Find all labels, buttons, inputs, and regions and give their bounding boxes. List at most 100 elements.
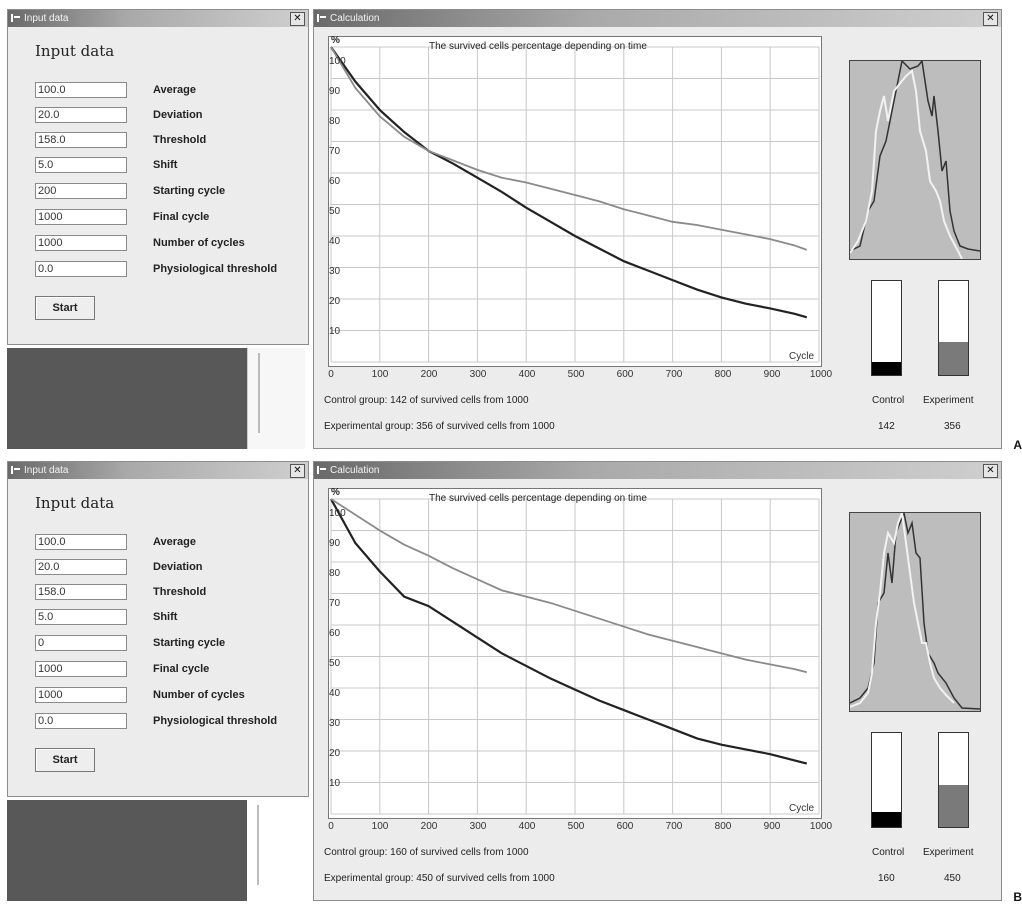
y-tick-label: 50 bbox=[329, 206, 341, 217]
close-icon[interactable]: ✕ bbox=[983, 12, 998, 26]
calc-window-title: Calculation bbox=[330, 465, 380, 476]
starting-cycle-field[interactable]: 0 bbox=[35, 635, 127, 651]
final-cycle-label: Final cycle bbox=[153, 663, 210, 675]
control-summary: Control group: 160 of survived cells fro… bbox=[324, 847, 529, 858]
experiment-bar-fill bbox=[939, 341, 968, 375]
window-menu-icon[interactable] bbox=[11, 14, 22, 22]
calc-window-title: Calculation bbox=[330, 13, 380, 24]
calculation-window: Calculation ✕ % The survived cells perce… bbox=[313, 9, 1002, 449]
average-label: Average bbox=[153, 536, 197, 548]
control-label: Control bbox=[872, 395, 905, 406]
shift-field[interactable]: 5.0 bbox=[35, 157, 127, 173]
panel-a: Input data ✕ Input data 100.0 Average 20… bbox=[0, 0, 1022, 452]
input-data-window: Input data ✕ Input data 100.0 Average 20… bbox=[7, 9, 309, 345]
x-tick-label: 700 bbox=[665, 821, 683, 832]
deviation-field[interactable]: 20.0 bbox=[35, 107, 127, 123]
background-area bbox=[7, 800, 247, 901]
deviation-label: Deviation bbox=[153, 109, 203, 121]
final-cycle-label: Final cycle bbox=[153, 211, 210, 223]
input-window-titlebar[interactable]: Input data ✕ bbox=[8, 462, 308, 479]
threshold-field[interactable]: 158.0 bbox=[35, 132, 127, 148]
x-tick-label: 900 bbox=[763, 369, 781, 380]
window-menu-icon[interactable] bbox=[11, 466, 22, 474]
calc-window-titlebar[interactable]: Calculation ✕ bbox=[314, 462, 1001, 479]
deviation-field[interactable]: 20.0 bbox=[35, 559, 127, 575]
y-tick-label: 10 bbox=[329, 326, 341, 337]
start-button[interactable]: Start bbox=[35, 748, 95, 772]
start-button[interactable]: Start bbox=[35, 296, 95, 320]
x-tick-label: 800 bbox=[714, 821, 732, 832]
x-tick-label: 400 bbox=[518, 821, 536, 832]
control-series-line bbox=[330, 498, 808, 765]
survival-chart bbox=[328, 488, 822, 819]
x-tick-label: 100 bbox=[371, 821, 389, 832]
x-tick-label: 400 bbox=[518, 369, 536, 380]
starting-cycle-field[interactable]: 200 bbox=[35, 183, 127, 199]
x-tick-label: 500 bbox=[567, 821, 585, 832]
close-icon[interactable]: ✕ bbox=[983, 464, 998, 478]
y-tick-label: 90 bbox=[329, 86, 341, 97]
final-cycle-field[interactable]: 1000 bbox=[35, 661, 127, 677]
y-tick-label: 10 bbox=[329, 778, 341, 789]
y-tick-label: 100 bbox=[329, 508, 346, 519]
close-icon[interactable]: ✕ bbox=[290, 12, 305, 26]
physiological-threshold-field[interactable]: 0.0 bbox=[35, 713, 127, 729]
number-of-cycles-field[interactable]: 1000 bbox=[35, 687, 127, 703]
final-cycle-field[interactable]: 1000 bbox=[35, 209, 127, 225]
control-bar-fill bbox=[872, 811, 901, 827]
y-tick-label: 40 bbox=[329, 688, 341, 699]
experimental-summary: Experimental group: 356 of survived cell… bbox=[324, 421, 555, 432]
x-tick-label: 200 bbox=[420, 821, 438, 832]
input-heading: Input data bbox=[35, 42, 115, 60]
x-tick-label: 800 bbox=[714, 369, 732, 380]
input-window-title: Input data bbox=[24, 465, 69, 476]
experiment-bar bbox=[938, 280, 969, 376]
control-count: 160 bbox=[878, 873, 895, 884]
x-tick-label: 200 bbox=[420, 369, 438, 380]
panel-label: B bbox=[1013, 890, 1022, 904]
experiment-count: 356 bbox=[944, 421, 961, 432]
x-tick-label: 900 bbox=[763, 821, 781, 832]
y-tick-label: 30 bbox=[329, 266, 341, 277]
control-bar-fill bbox=[872, 361, 901, 375]
physiological-threshold-field[interactable]: 0.0 bbox=[35, 261, 127, 277]
experiment-bar-fill bbox=[939, 784, 968, 827]
y-tick-label: 30 bbox=[329, 718, 341, 729]
calc-window-titlebar[interactable]: Calculation ✕ bbox=[314, 10, 1001, 27]
deviation-label: Deviation bbox=[153, 561, 203, 573]
y-tick-label: 70 bbox=[329, 598, 341, 609]
y-axis-label: % bbox=[331, 35, 340, 46]
experiment-bar bbox=[938, 732, 969, 828]
x-tick-label: 100 bbox=[371, 369, 389, 380]
number-of-cycles-field[interactable]: 1000 bbox=[35, 235, 127, 251]
calculation-window: Calculation ✕ % The survived cells perce… bbox=[313, 461, 1002, 901]
distribution-histogram bbox=[849, 512, 981, 712]
x-tick-label: 1000 bbox=[809, 821, 833, 832]
number-of-cycles-label: Number of cycles bbox=[153, 689, 245, 701]
control-label: Control bbox=[872, 847, 905, 858]
x-tick-label: 1000 bbox=[809, 369, 833, 380]
threshold-field[interactable]: 158.0 bbox=[35, 584, 127, 600]
control-summary: Control group: 142 of survived cells fro… bbox=[324, 395, 529, 406]
threshold-label: Threshold bbox=[153, 586, 207, 598]
y-tick-label: 70 bbox=[329, 146, 341, 157]
window-menu-icon[interactable] bbox=[317, 14, 328, 22]
control-bar bbox=[871, 732, 902, 828]
average-field[interactable]: 100.0 bbox=[35, 534, 127, 550]
panel-b: Input data ✕ Input data 100.0 Average 20… bbox=[0, 452, 1022, 904]
average-field[interactable]: 100.0 bbox=[35, 82, 127, 98]
experiment-count: 450 bbox=[944, 873, 961, 884]
x-tick-label: 300 bbox=[469, 369, 487, 380]
y-tick-label: 100 bbox=[329, 56, 346, 67]
input-window-title: Input data bbox=[24, 13, 69, 24]
x-tick-label: 600 bbox=[616, 369, 634, 380]
input-window-titlebar[interactable]: Input data ✕ bbox=[8, 10, 308, 27]
distribution-histogram bbox=[849, 60, 981, 260]
y-tick-label: 40 bbox=[329, 236, 341, 247]
y-tick-label: 60 bbox=[329, 628, 341, 639]
y-tick-label: 50 bbox=[329, 658, 341, 669]
shift-field[interactable]: 5.0 bbox=[35, 609, 127, 625]
x-tick-label: 0 bbox=[328, 369, 334, 380]
window-menu-icon[interactable] bbox=[317, 466, 328, 474]
close-icon[interactable]: ✕ bbox=[290, 464, 305, 478]
